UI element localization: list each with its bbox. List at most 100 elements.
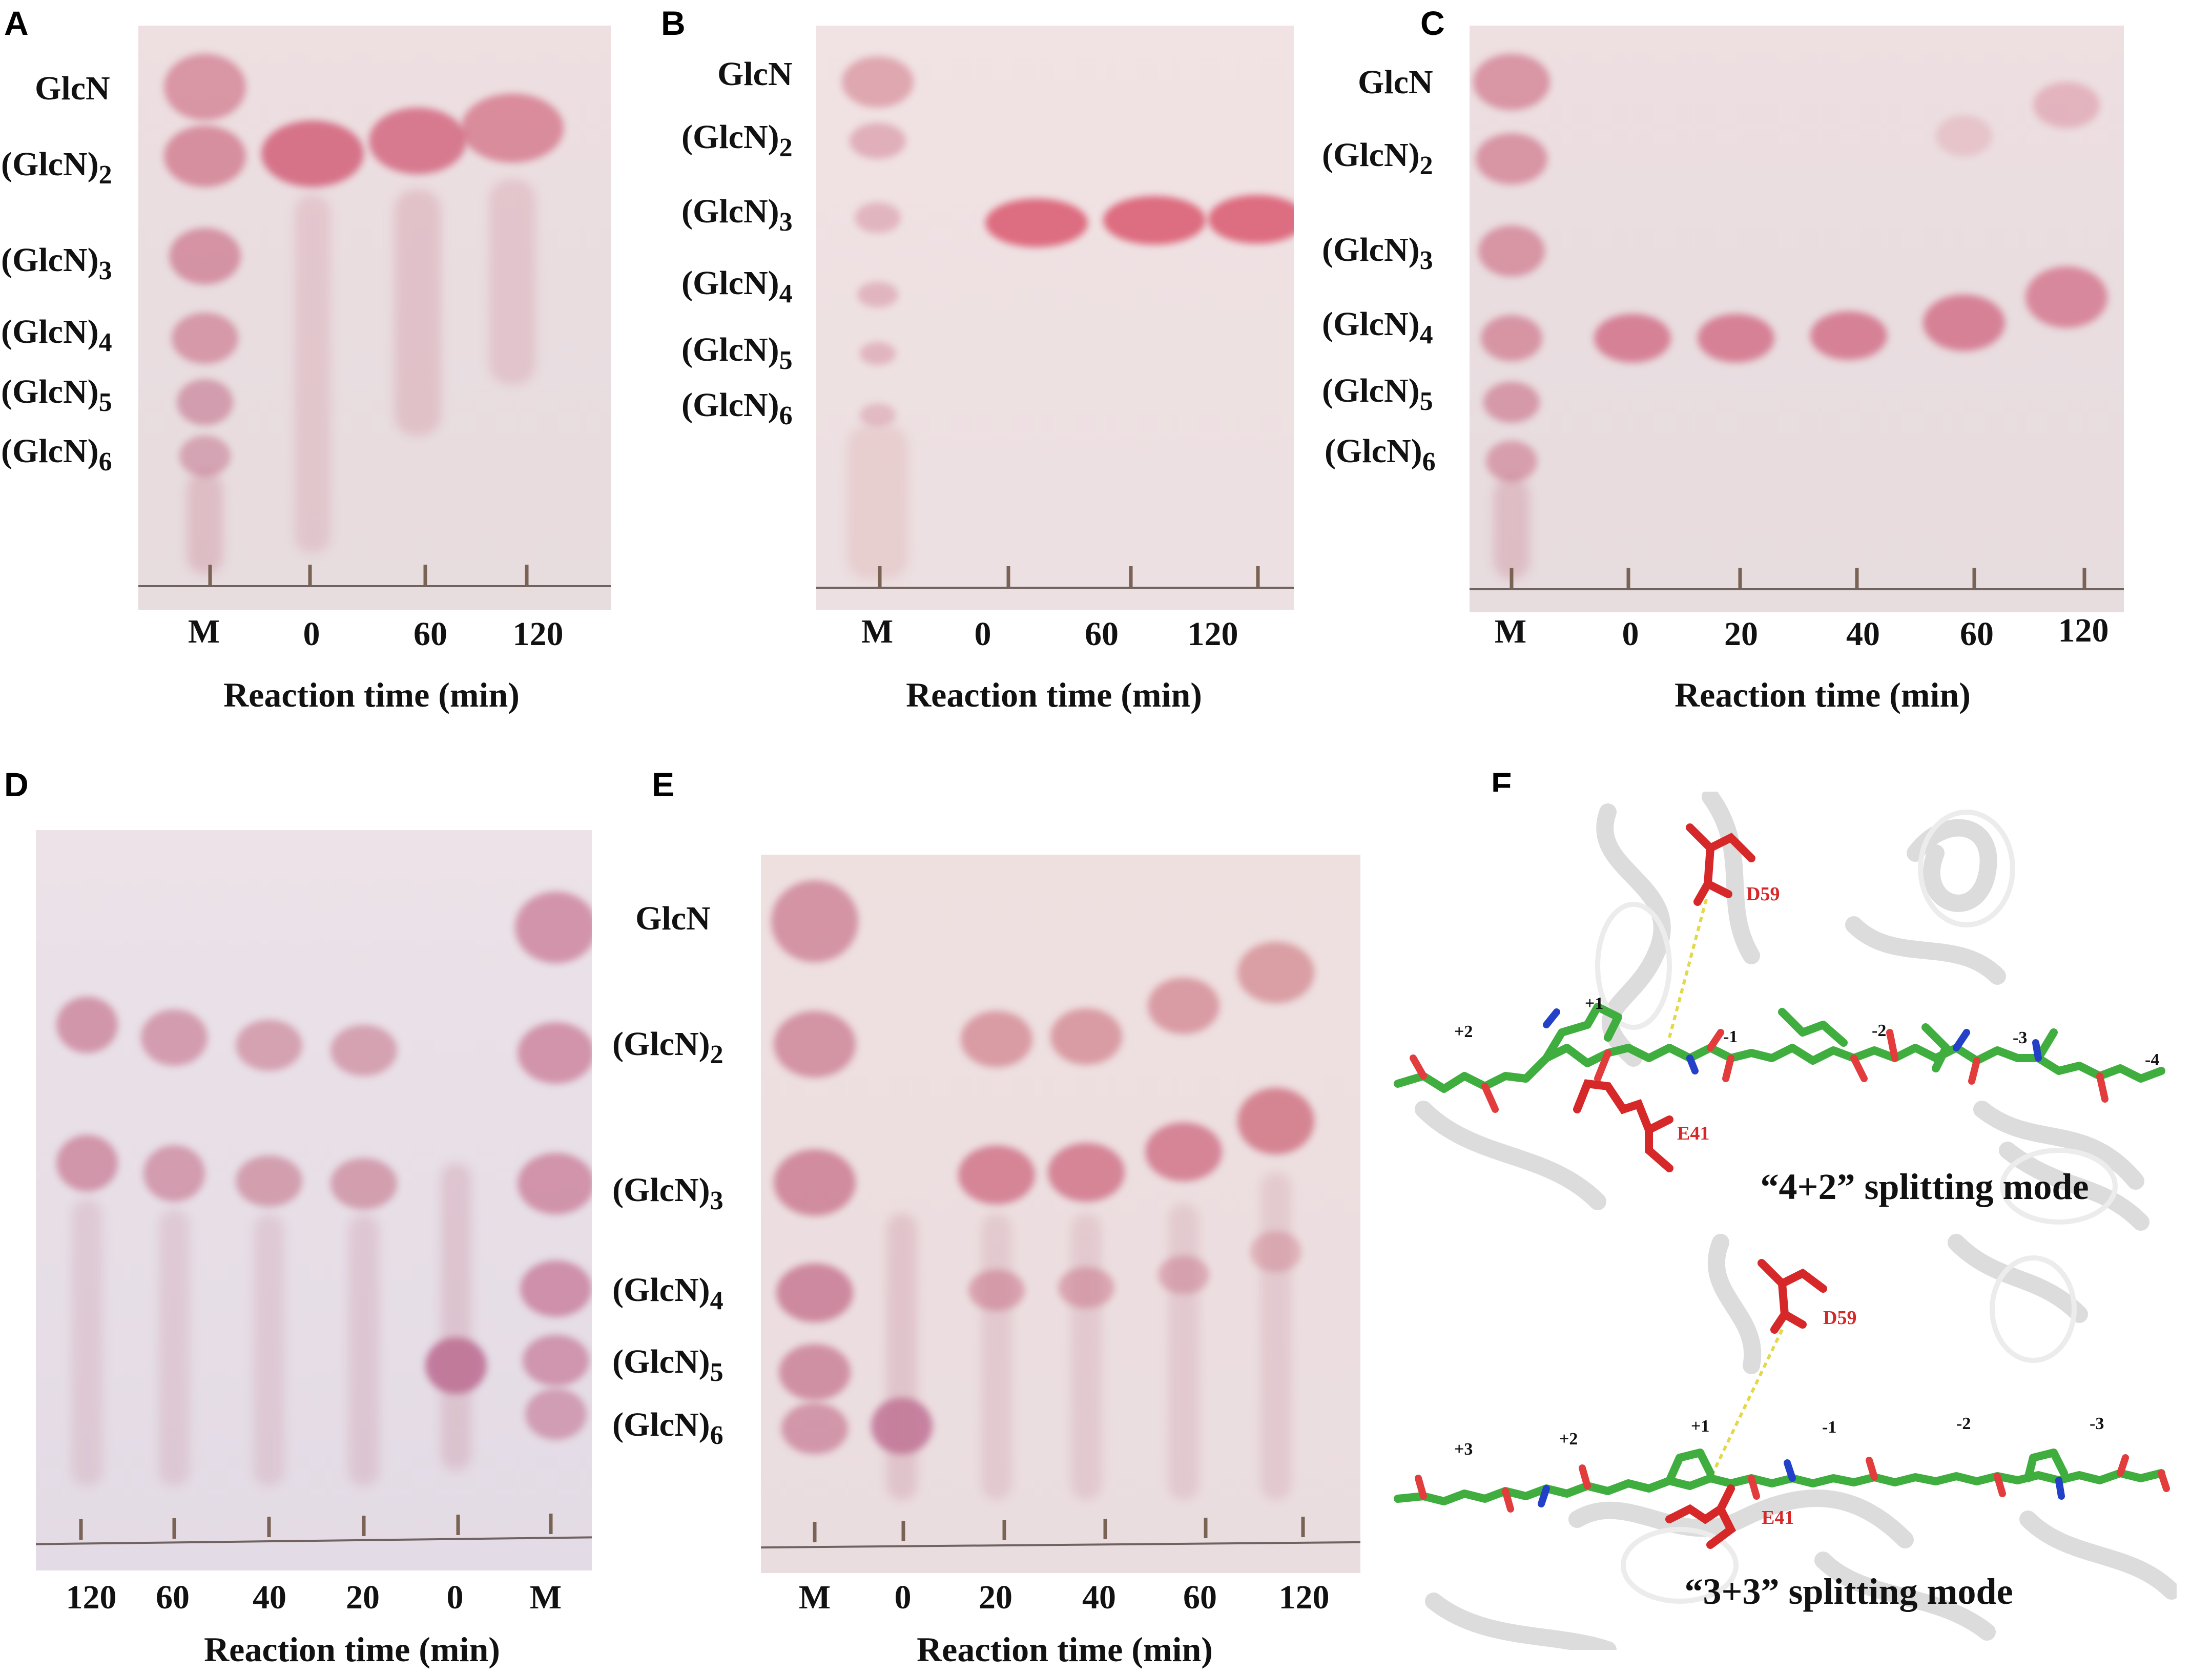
origin-tick-a2 (308, 565, 312, 585)
protein-coil-top (1595, 810, 2118, 1225)
lane-label-a-2: 0 (303, 615, 320, 653)
lane-label-b-3: 60 (1085, 615, 1119, 653)
docking-structure-bottom: D59 E41 +3 +2 +1 -1 -2 -3 “3+3” splittin… (1393, 1232, 2177, 1650)
streak-d-0 (441, 1163, 471, 1471)
tlc-plate-d (36, 830, 592, 1570)
spot-b-m-glcn (842, 56, 914, 108)
splitting-mode-label-bottom: “3+3” splitting mode (1684, 1571, 2013, 1612)
spot-d-20-dp2 (330, 1025, 397, 1076)
residue-d59-bottom (1758, 1259, 1827, 1334)
spot-a-m-dp3 (169, 228, 241, 284)
spot-d-120-dp2 (56, 997, 118, 1053)
band-label-e-dp2: (GlcN)2 (612, 1025, 723, 1069)
lane-label-d-4: 20 (346, 1579, 380, 1616)
residue-e41-top (1573, 1079, 1673, 1172)
streak-d-60 (159, 1209, 190, 1486)
origin-tick-b4 (1256, 566, 1260, 587)
lane-label-c-2: 0 (1622, 615, 1639, 653)
spot-b-60-dp3 (1103, 196, 1206, 245)
origin-tick-b2 (1006, 566, 1010, 587)
spot-e-m-dp2 (774, 1011, 856, 1078)
spot-d-60-dp3 (143, 1145, 205, 1202)
spot-b-m-dp4 (857, 282, 898, 307)
streak-d-40 (254, 1214, 284, 1486)
sugar-chain-bottom (1394, 1449, 2170, 1513)
spot-d-m-dp3 (518, 1153, 592, 1214)
origin-tick-e3 (1002, 1520, 1006, 1540)
band-label-a-dp4: (GlcN)4 (1, 313, 112, 357)
residue-e41-bottom (1665, 1484, 1736, 1549)
origin-tick-b3 (1129, 566, 1133, 587)
streak-d-120 (72, 1199, 102, 1486)
band-label-a-dp5: (GlcN)5 (1, 373, 112, 417)
band-label-c-glcn: GlcN (1358, 64, 1433, 101)
spot-a-m-dp4 (172, 313, 238, 364)
spot-d-m-dp6 (525, 1389, 587, 1440)
streak-d-20 (348, 1214, 379, 1486)
streak-e-0 (886, 1213, 917, 1500)
spot-e-m-dp6 (781, 1403, 848, 1454)
spot-c-m-glcn (1473, 54, 1550, 110)
origin-tick-d5 (456, 1515, 460, 1535)
band-label-a-dp6: (GlcN)6 (1, 432, 112, 477)
lane-label-c-5: 60 (1960, 615, 1994, 653)
subsite-top-6: -4 (2145, 1050, 2160, 1069)
lane-label-d-6: M (529, 1579, 562, 1616)
band-label-a-dp3: (GlcN)3 (1, 241, 112, 285)
lane-label-b-4: 120 (1187, 615, 1238, 653)
spot-e-60-dp4 (1158, 1255, 1209, 1294)
subsite-bottom-3: +1 (1691, 1417, 1710, 1436)
subsite-bottom-2: +2 (1559, 1430, 1578, 1449)
spot-d-60-dp2 (141, 1009, 208, 1066)
streak-a-m (187, 471, 223, 574)
spot-e-40-dp2 (1050, 1008, 1122, 1065)
streak-c-m (1494, 477, 1529, 579)
spot-c-40-dp4 (1810, 311, 1887, 360)
spot-e-m-dp4 (776, 1263, 853, 1322)
subsite-bottom-4: -1 (1822, 1418, 1837, 1437)
spot-c-0-dp4 (1594, 314, 1671, 363)
panel-letter-d: D (4, 766, 29, 803)
spot-e-120-dp4 (1250, 1231, 1301, 1272)
spot-a-m-dp2 (164, 126, 246, 187)
protein-ribbon-bottom (1425, 1234, 2177, 1650)
origin-tick-e4 (1103, 1519, 1107, 1539)
structure-render-top (1394, 792, 2165, 1231)
origin-line-a (138, 585, 611, 587)
streak-a-60 (395, 190, 441, 436)
band-label-c-dp6: (GlcN)6 (1325, 432, 1436, 477)
protein-coil-bottom (1621, 1255, 2077, 1604)
residue-label-d59-top: D59 (1746, 883, 1780, 905)
spot-e-120-glcn (1237, 942, 1314, 1003)
residue-label-d59-bottom: D59 (1823, 1307, 1857, 1329)
origin-tick-d6 (549, 1514, 553, 1534)
residue-d59-top (1686, 823, 1755, 906)
origin-line-c (1470, 588, 2124, 590)
lane-label-d-2: 60 (156, 1579, 190, 1616)
sugar-chain-top (1394, 1003, 2165, 1113)
spot-e-0-dp6 (871, 1398, 933, 1454)
protein-ribbon-top (1415, 792, 2149, 1231)
spot-e-40-dp3 (1048, 1143, 1125, 1202)
lane-label-c-3: 20 (1724, 615, 1758, 653)
spot-d-120-dp3 (56, 1135, 118, 1191)
spot-c-m-dp2 (1476, 133, 1547, 184)
origin-line-d (36, 1536, 592, 1545)
band-label-a-dp2: (GlcN)2 (1, 146, 112, 190)
band-label-c-dp4: (GlcN)4 (1322, 305, 1433, 349)
spot-d-m-dp4 (520, 1260, 592, 1317)
lane-label-a-4: 120 (512, 615, 564, 653)
origin-tick-e6 (1301, 1517, 1305, 1537)
origin-tick-e5 (1204, 1518, 1208, 1538)
residue-label-e41-bottom: E41 (1762, 1507, 1794, 1528)
lane-label-e-5: 60 (1183, 1579, 1217, 1616)
lane-label-e-6: 120 (1278, 1579, 1330, 1616)
tlc-plate-a (138, 26, 611, 610)
spot-a-120-dp2 (461, 93, 564, 163)
band-label-a-glcn: GlcN (35, 70, 110, 107)
streak-e-60 (1168, 1203, 1199, 1500)
band-label-e-dp3: (GlcN)3 (612, 1171, 723, 1215)
origin-tick-c4 (1855, 568, 1859, 588)
spot-a-60-dp2 (369, 108, 466, 174)
spot-c-m-dp6 (1486, 441, 1537, 482)
